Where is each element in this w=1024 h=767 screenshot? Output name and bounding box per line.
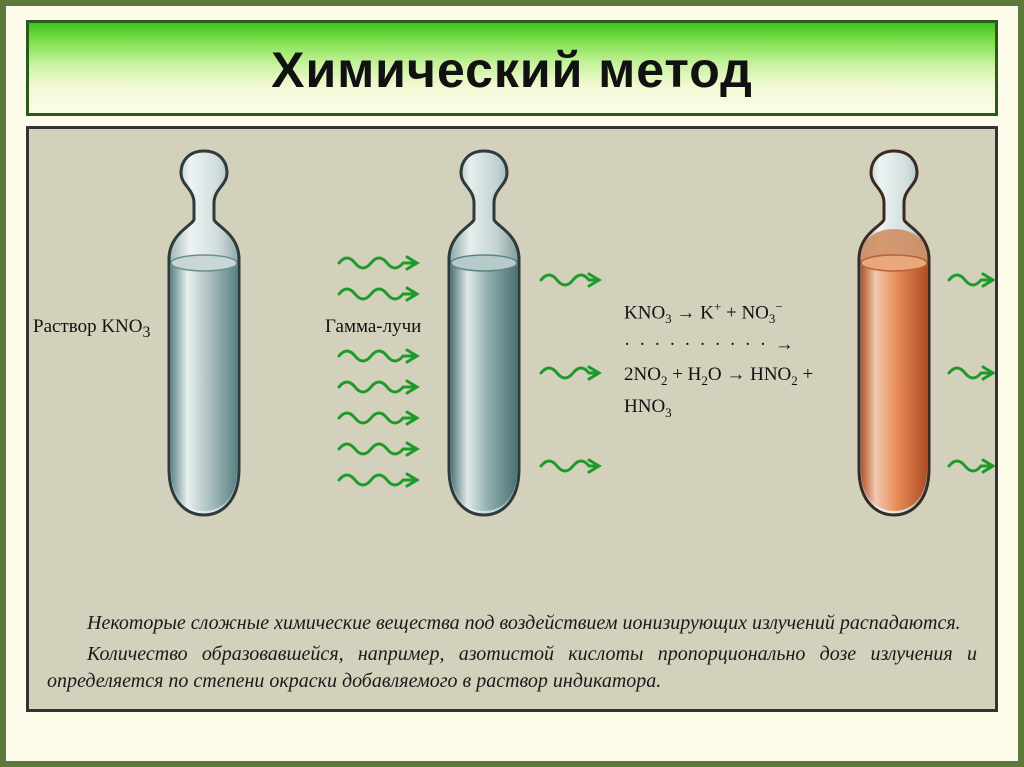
caption-p1: Некоторые сложные химические вещества по… — [47, 610, 977, 637]
diagram-caption: Некоторые сложные химические вещества по… — [47, 610, 977, 699]
equation-block: KNO3 → K+ + NO3− · · · · · · · · · · → 2… — [624, 297, 834, 424]
label-solution-text: Раствор KNO — [33, 316, 143, 337]
equation-line-1: KNO3 → K+ + NO3− — [624, 297, 834, 330]
wave-arrow-icon — [337, 437, 427, 461]
slide: Химический метод — [0, 0, 1024, 767]
wave-arrow-icon — [337, 406, 427, 430]
wave-arrow-icon — [337, 375, 427, 399]
vial-3 — [839, 149, 949, 519]
caption-p2: Количество образовавшейся, например, азо… — [47, 641, 977, 695]
vial-1 — [149, 149, 259, 519]
slide-title: Химический метод — [39, 41, 985, 99]
wave-arrow-icon — [337, 468, 427, 492]
vial-2 — [429, 149, 539, 519]
wave-arrow-icon — [539, 268, 609, 292]
gamma-arrows-out-3 — [947, 261, 998, 485]
wave-arrow-icon — [947, 361, 998, 385]
wave-arrow-icon — [947, 454, 998, 478]
gamma-arrows-out-2 — [539, 261, 609, 485]
wave-arrow-icon — [337, 344, 427, 368]
wave-arrow-icon — [337, 251, 427, 275]
wave-arrow-icon — [337, 282, 427, 306]
label-solution-sub: 3 — [143, 324, 151, 341]
gamma-arrows-in — [337, 244, 427, 499]
equation-dots: · · · · · · · · · · → — [624, 330, 834, 360]
wave-arrow-icon — [539, 454, 609, 478]
wave-arrow-icon — [539, 361, 609, 385]
equation-line-2: 2NO2 + H2O → HNO2 + HNO3 — [624, 360, 834, 423]
label-solution: Раствор KNO3 — [33, 316, 150, 342]
diagram-frame: Раствор KNO3 — [26, 126, 998, 712]
title-box: Химический метод — [26, 20, 998, 116]
wave-arrow-icon — [947, 268, 998, 292]
